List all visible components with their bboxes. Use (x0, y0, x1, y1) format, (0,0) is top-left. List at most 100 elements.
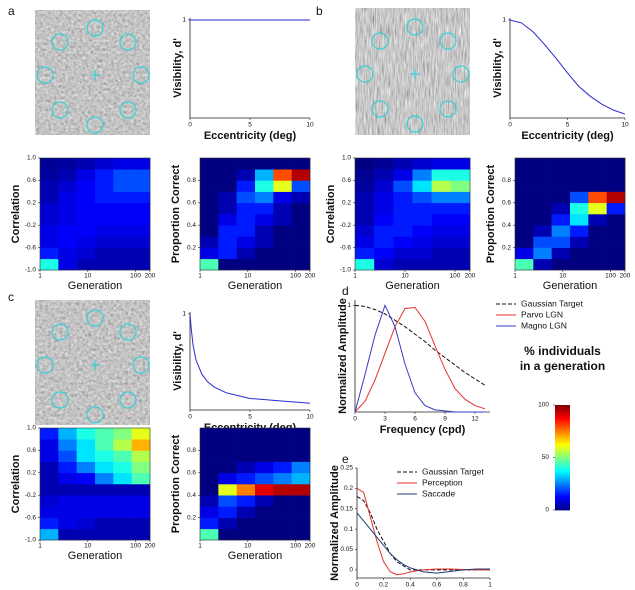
heatmap-cell (58, 169, 77, 181)
x-axis-label: Generation (228, 550, 282, 562)
heatmap-cell (40, 214, 59, 226)
heatmap-cell (95, 528, 114, 541)
heatmap-cell (588, 225, 607, 237)
heatmap-cell (570, 247, 589, 260)
heatmap-cell (95, 495, 114, 507)
heatmap-cell (412, 169, 432, 181)
heatmap-cell (236, 180, 256, 192)
heatmap-cell (273, 450, 292, 462)
x-tick-label: 0 (188, 122, 192, 129)
x-tick-label: 1 (513, 273, 517, 280)
heatmap-cell (58, 225, 77, 237)
y-tick-label: 0.2 (502, 244, 511, 251)
heatmap-cell (450, 247, 471, 260)
heatmap-cell (551, 191, 571, 204)
colorbar-step (555, 459, 570, 463)
heatmap-cell (200, 439, 219, 451)
x-tick-label: 1 (353, 273, 357, 280)
heatmap-cell (40, 439, 59, 451)
y-axis-label: Proportion Correct (485, 164, 497, 263)
y-tick-label: 0.2 (27, 200, 36, 207)
heatmap-cell (76, 484, 96, 496)
heatmap-cell (551, 225, 571, 237)
heatmap-cell (255, 461, 274, 474)
heatmap-cell (200, 461, 219, 474)
colorbar-tick-label: 0 (545, 507, 549, 514)
x-tick-label: 5 (248, 414, 252, 421)
heatmap-cell (515, 258, 534, 271)
heatmap-cell (131, 439, 151, 451)
heatmap-cell (374, 214, 394, 226)
legend-label: Perception (422, 477, 463, 487)
x-tick-label: 5 (566, 122, 570, 129)
heatmap-cell (450, 158, 471, 170)
colorbar-step (555, 497, 570, 500)
heatmap-cell (606, 191, 626, 204)
heatmap-cell (606, 202, 626, 215)
heatmap-cell (76, 202, 96, 215)
heatmap-cell (533, 236, 552, 248)
heatmap-cell (273, 214, 292, 226)
heatmap-cell (40, 461, 59, 474)
heatmap-cell (200, 517, 219, 530)
x-tick-label: 1 (488, 582, 492, 589)
heatmap-cell (131, 495, 151, 507)
x-axis-label: Generation (68, 550, 122, 562)
x-tick-label: 100 (450, 273, 461, 280)
y-axis-label: Visibility, d' (492, 38, 504, 98)
heatmap-cell (76, 247, 96, 260)
panel-letter: d (342, 284, 349, 298)
heatmap-cell (412, 247, 432, 260)
plot-frame (514, 157, 626, 271)
heatmap-cell (255, 484, 274, 496)
heatmap-cell (131, 191, 151, 204)
heatmap-cell (431, 180, 452, 192)
heatmap-cell (255, 528, 274, 541)
y-tick-label: 0.8 (187, 447, 196, 454)
heatmap-cell (200, 180, 219, 192)
y-tick-label: 1 (182, 311, 186, 318)
colorbar-step (555, 453, 570, 456)
y-tick-label: 0.6 (502, 200, 511, 207)
y-tick-label: 0.1 (344, 526, 353, 533)
heatmap-cell (76, 158, 96, 170)
heatmap-cell (95, 202, 114, 215)
colorbar-step (555, 434, 570, 437)
heatmap-cell (588, 158, 607, 170)
heatmap-cell (236, 214, 256, 226)
heatmap-cell (291, 528, 311, 541)
heatmap-cell (95, 180, 114, 192)
y-tick-label: 1.0 (27, 425, 36, 432)
heatmap-cell (570, 191, 589, 204)
heatmap-cell (355, 180, 375, 192)
x-tick-label: 12 (471, 416, 479, 423)
heatmap-cell (113, 450, 132, 462)
heatmap-cell (393, 180, 413, 192)
heatmap-cell (131, 484, 151, 496)
heatmap-cell (218, 439, 237, 451)
colorbar-step (555, 480, 570, 484)
heatmap-cell (588, 258, 607, 271)
heatmap-cell (374, 225, 394, 237)
colorbar-step (555, 470, 570, 473)
heatmap-cell (236, 506, 256, 518)
colorbar-title: in a generation (520, 359, 605, 373)
heatmap-cell (355, 214, 375, 226)
y-tick-label: -0.6 (340, 244, 352, 251)
heatmap-cell (113, 517, 132, 530)
heatmap-cell (570, 236, 589, 248)
heatmap-cell (515, 169, 534, 181)
colorbar-step (555, 507, 570, 511)
heatmap-cell (291, 450, 311, 462)
colorbar-step (555, 423, 570, 427)
heatmap-cell (200, 202, 219, 215)
heatmap-cell (515, 180, 534, 192)
panel-letter: a (8, 4, 15, 18)
y-axis-label: Correlation (10, 454, 22, 513)
colorbar-step (555, 486, 570, 490)
heatmap-cell (131, 428, 151, 440)
heatmap-cell (236, 158, 256, 170)
colorbar-tick-label: 50 (542, 454, 550, 461)
heatmap-cell (431, 214, 452, 226)
